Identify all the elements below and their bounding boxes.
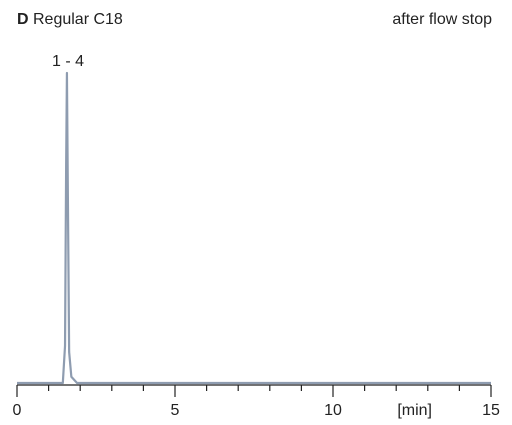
x-axis-label: [min]: [397, 402, 432, 419]
x-tick-label: 5: [171, 402, 180, 419]
x-tick-label: 15: [482, 402, 500, 419]
x-tick-label: 10: [324, 402, 342, 419]
chart-title: Regular C18: [33, 11, 123, 28]
chart-subtitle: after flow stop: [392, 11, 492, 28]
panel-label: D: [17, 11, 29, 28]
peak-annotation: 1 - 4: [52, 53, 84, 70]
x-tick-label: 0: [13, 402, 22, 419]
trace: [17, 71, 491, 385]
